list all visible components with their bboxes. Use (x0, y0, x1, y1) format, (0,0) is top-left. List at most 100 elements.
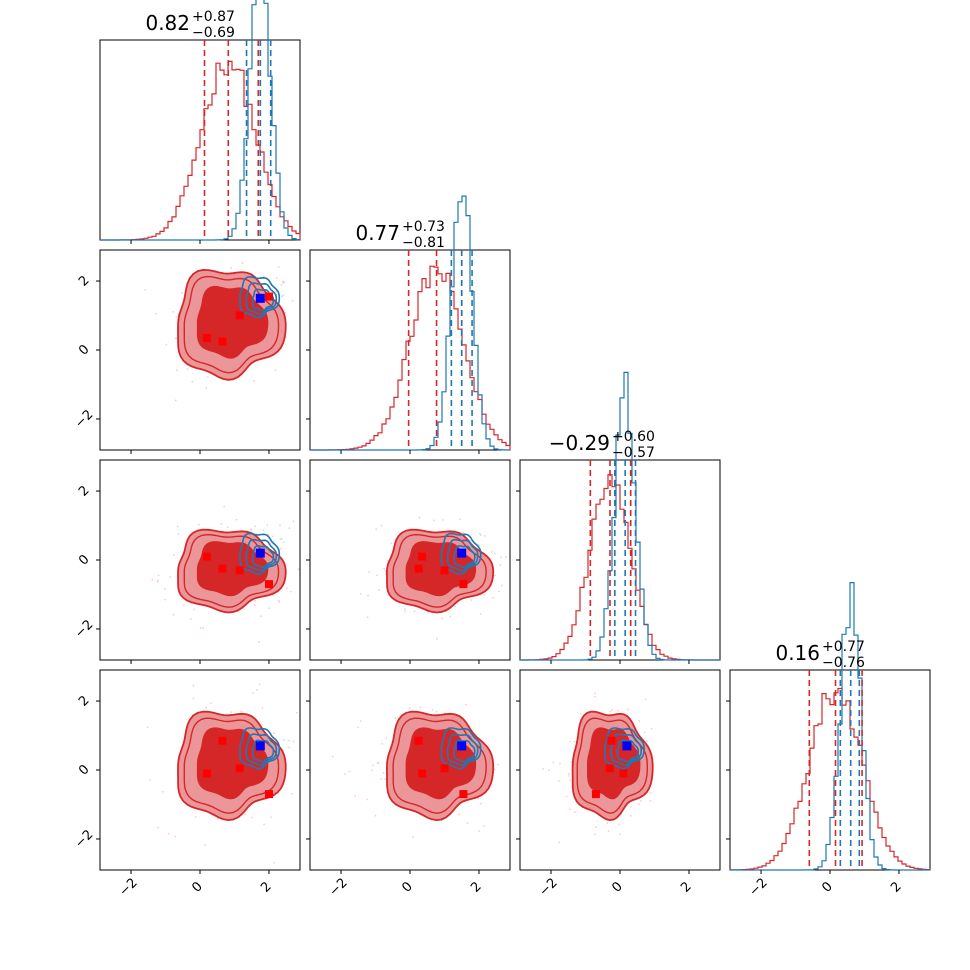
sample-point (157, 579, 159, 582)
sample-point (292, 740, 295, 743)
sample-point (258, 683, 261, 686)
sample-point (542, 768, 545, 770)
marker-primary-3 (459, 790, 468, 799)
hist-title-value-3: 0.16 (775, 641, 820, 665)
sample-point (165, 343, 168, 346)
sample-point (386, 560, 389, 562)
sample-point (253, 604, 256, 607)
marker-primary-2 (605, 764, 614, 773)
sample-point (256, 689, 258, 691)
hist-panel-2: −0.29 +0.60−0.57 (519, 371, 721, 661)
hist-secondary-0 (100, 0, 301, 241)
contour-primary-mid (576, 717, 648, 814)
sample-point-secondary (250, 529, 253, 531)
x-tick-label: −2 (536, 875, 560, 899)
marker-primary-1 (218, 337, 227, 346)
sample-point (442, 519, 444, 521)
sample-point (279, 547, 282, 550)
sample-point (282, 281, 284, 284)
sample-point (270, 816, 272, 818)
contour-secondary-0 (440, 532, 482, 576)
marker-primary-0 (202, 552, 211, 561)
sample-point (377, 761, 380, 764)
x-tick-label: −2 (326, 875, 350, 899)
sample-point (343, 773, 346, 775)
sample-point (331, 755, 334, 758)
sample-point (617, 709, 619, 712)
sample-point (285, 587, 288, 590)
sample-point-secondary (279, 538, 282, 540)
sample-point (649, 800, 652, 802)
marker-primary-1 (607, 736, 616, 745)
sample-point (441, 617, 443, 620)
sample-point-secondary (272, 732, 275, 734)
x-tick-label: 2 (468, 879, 484, 895)
x-tick-label: 2 (888, 879, 904, 895)
sample-point (176, 525, 179, 528)
sample-point (629, 806, 632, 808)
sample-point (375, 528, 378, 530)
contour-secondary-1 (446, 733, 479, 767)
y-tick-label: 0 (76, 762, 92, 778)
marker-primary-0 (619, 769, 628, 778)
sample-point (552, 761, 555, 764)
sample-point (477, 797, 480, 800)
contour-secondary-2 (251, 545, 275, 569)
sample-point (174, 835, 177, 838)
sample-point (253, 380, 256, 382)
sample-point (173, 554, 175, 557)
contour-primary-mid (183, 717, 280, 814)
sample-point (202, 627, 204, 629)
sample-point (292, 520, 295, 523)
sample-point (168, 832, 170, 835)
sample-point (466, 822, 469, 824)
sample-point (431, 709, 434, 711)
x-tick-label: 0 (399, 879, 415, 895)
sample-point (570, 761, 573, 763)
sample-point (291, 792, 294, 795)
sample-point (484, 535, 486, 537)
sample-point (374, 814, 377, 817)
hist-title-minus-3: −0.76 (822, 655, 865, 671)
sample-point (250, 816, 253, 819)
scatter-panel-3-1 (309, 669, 511, 871)
sample-point-secondary (280, 284, 283, 286)
scatter-panel-3-0 (99, 669, 301, 871)
sample-point (263, 823, 265, 826)
sample-point (573, 740, 576, 743)
y-tick-label: −2 (72, 407, 96, 431)
sample-point (606, 822, 609, 825)
sample-point (268, 607, 271, 610)
marker-primary-1 (218, 564, 227, 573)
sample-point (432, 519, 435, 522)
sample-point (499, 564, 502, 567)
marker-true (255, 741, 265, 751)
sample-point (192, 684, 195, 687)
sample-point-secondary (283, 309, 286, 312)
sample-point-secondary (275, 290, 277, 293)
sample-point (199, 627, 202, 630)
sample-point (459, 518, 462, 521)
hist-title-plus-0: +0.87 (192, 9, 235, 25)
contour-primary-inner (196, 727, 269, 800)
y-tick-label: 0 (76, 342, 92, 358)
sample-point (480, 802, 482, 805)
marker-primary-2 (235, 764, 244, 773)
x-tick-label: 2 (678, 879, 694, 895)
sample-point (175, 316, 178, 318)
sample-point (194, 816, 197, 818)
sample-point (305, 317, 307, 319)
y-tick-label: 0 (76, 552, 92, 568)
sample-point (559, 762, 561, 765)
sample-point (390, 542, 393, 545)
sample-point (273, 861, 275, 864)
sample-point (226, 526, 229, 529)
x-tick-label: 0 (189, 879, 205, 895)
sample-point (385, 737, 388, 740)
contour-secondary-2 (251, 739, 275, 763)
contour-secondary-2 (251, 288, 275, 312)
sample-point (367, 594, 369, 597)
sample-point (464, 703, 467, 706)
y-tick-label: −2 (72, 617, 96, 641)
sample-point (548, 769, 550, 772)
